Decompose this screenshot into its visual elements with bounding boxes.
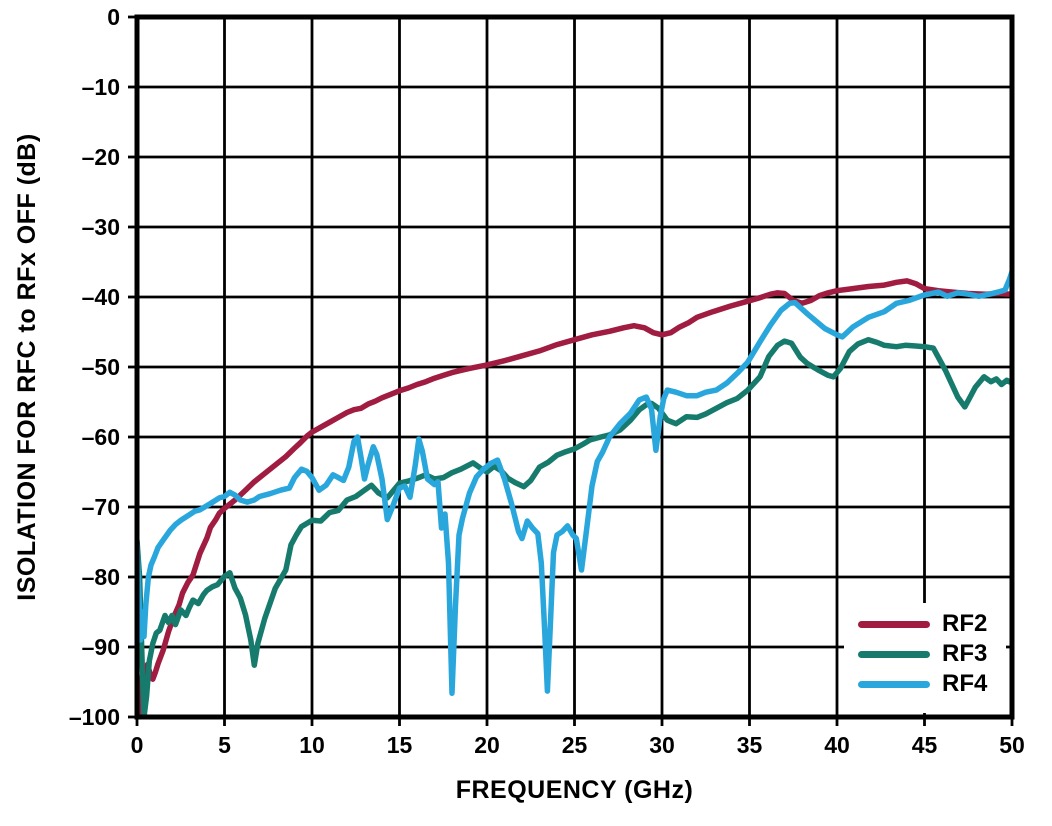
y-tick-label: –30 [82,214,120,240]
series-RF4-line [137,269,1012,696]
x-tick-label: 10 [299,732,325,758]
y-tick-label: –50 [82,354,120,380]
y-tick-label: 0 [107,4,120,30]
series-RF2-line [137,278,1012,717]
y-tick-label: –100 [69,704,120,730]
legend-label-rf4: RF4 [942,670,988,697]
plot-frame [134,14,1015,720]
x-tick-label: 50 [999,732,1025,758]
legend-swatch-rf2 [858,620,930,628]
legend-item-rf4: RF4 [844,669,1006,699]
legend-swatch-rf4 [858,680,930,688]
x-tick-label: 5 [218,732,231,758]
x-tick-label: 40 [824,732,850,758]
legend-label-rf3: RF3 [942,640,988,667]
y-tick-label: –80 [82,564,120,590]
y-tick-label: –70 [82,494,120,520]
legend-label-rf2: RF2 [942,610,988,637]
y-tick-label: –10 [82,74,120,100]
legend-swatch-rf3 [858,650,930,658]
x-tick-label: 30 [649,732,675,758]
y-tick-label: –20 [82,144,120,170]
legend-item-rf3: RF3 [844,639,1006,669]
y-tick-label: –90 [82,634,120,660]
x-tick-label: 0 [131,732,144,758]
x-tick-label: 25 [562,732,588,758]
x-tick-label: 45 [912,732,938,758]
legend: RF2 RF3 RF4 [844,603,1006,713]
x-tick-label: 20 [474,732,500,758]
x-tick-label: 35 [737,732,763,758]
y-axis-title: ISOLATION FOR RFC to RFx OFF (dB) [13,133,41,601]
x-axis-title: FREQUENCY (GHz) [455,776,694,804]
y-tick-label: –60 [82,424,120,450]
legend-item-rf2: RF2 [844,609,1006,639]
y-tick-label: –40 [82,284,120,310]
x-tick-label: 15 [387,732,413,758]
